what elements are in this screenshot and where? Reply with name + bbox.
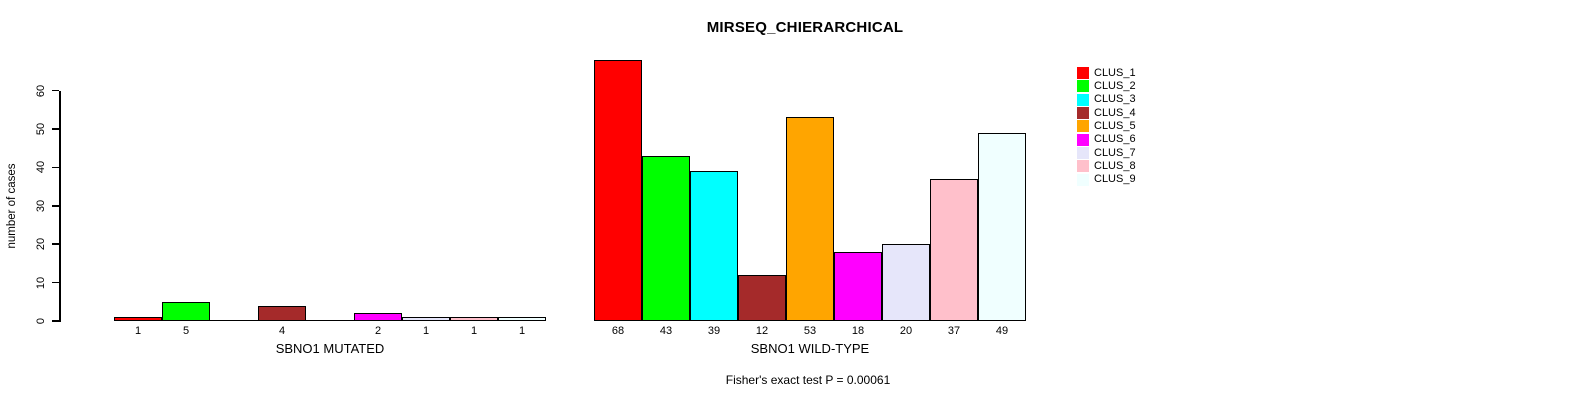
bar-value-label: 68 — [611, 325, 625, 337]
y-axis-line — [59, 90, 61, 322]
y-axis-tick — [52, 205, 59, 207]
y-axis-tick — [52, 281, 59, 284]
legend-swatch-clus_5 — [1077, 120, 1089, 133]
bar-value-label: 53 — [803, 325, 817, 337]
x-group-label-wildtype: SBNO1 WILD-TYPE — [750, 341, 870, 356]
y-axis-tick — [52, 243, 59, 245]
bar-value-label: 5 — [182, 325, 190, 337]
legend-label-clus_8: CLUS_8 — [1094, 159, 1136, 172]
y-axis-tick — [52, 89, 59, 92]
y-axis-tick — [52, 320, 59, 322]
bar-zero-baseline — [210, 319, 258, 321]
bar-value-label: 1 — [518, 325, 526, 337]
bar-clus_6-mutated — [354, 313, 402, 321]
bar-value-label: 1 — [422, 325, 430, 337]
legend-label-clus_5: CLUS_5 — [1094, 119, 1136, 132]
bar-clus_8-wildtype — [930, 179, 978, 321]
bar-value-label: 37 — [947, 325, 961, 337]
legend-label-clus_1: CLUS_1 — [1094, 66, 1136, 79]
bar-clus_9-mutated — [498, 317, 546, 321]
bar-clus_7-mutated — [402, 317, 450, 321]
legend-swatch-clus_8 — [1077, 160, 1089, 173]
legend-swatch-clus_4 — [1077, 107, 1089, 120]
legend-label-clus_6: CLUS_6 — [1094, 133, 1136, 146]
bar-clus_4-mutated — [258, 306, 306, 321]
legend-swatch-clus_3 — [1077, 93, 1089, 106]
bar-value-label: 49 — [995, 325, 1009, 337]
bar-value-label: 1 — [134, 325, 142, 337]
bar-value-label: 43 — [659, 325, 673, 337]
bar-value-label: 20 — [899, 325, 913, 337]
bar-clus_2-wildtype — [642, 156, 690, 321]
bar-value-label: 12 — [755, 325, 769, 337]
bar-value-label: 4 — [278, 325, 286, 337]
chart-title: MIRSEQ_CHIERARCHICAL — [706, 19, 904, 36]
legend-label-clus_7: CLUS_7 — [1094, 146, 1136, 159]
legend-label-clus_2: CLUS_2 — [1094, 79, 1136, 92]
bar-zero-baseline — [306, 319, 354, 321]
bar-clus_8-mutated — [450, 317, 498, 321]
bar-clus_1-mutated — [114, 317, 162, 321]
bar-clus_6-wildtype — [834, 252, 882, 321]
bar-clus_3-wildtype — [690, 171, 738, 321]
legend-label-clus_9: CLUS_9 — [1094, 173, 1136, 186]
bar-clus_9-wildtype — [978, 133, 1026, 321]
bar-clus_7-wildtype — [882, 244, 930, 321]
bar-clus_5-wildtype — [786, 117, 834, 321]
bar-value-label: 1 — [470, 325, 478, 337]
y-axis-tick — [52, 166, 59, 169]
legend-swatch-clus_9 — [1077, 173, 1089, 186]
legend-swatch-clus_6 — [1077, 133, 1089, 146]
y-axis-tick — [52, 128, 59, 130]
bar-value-label: 39 — [707, 325, 721, 337]
bar-value-label: 18 — [851, 325, 865, 337]
legend-swatch-clus_2 — [1077, 80, 1089, 93]
fisher-test-annotation: Fisher's exact test P = 0.00061 — [725, 373, 891, 387]
legend-swatch-clus_1 — [1077, 67, 1089, 79]
legend-label-clus_3: CLUS_3 — [1094, 93, 1136, 106]
legend-label-clus_4: CLUS_4 — [1094, 106, 1136, 119]
bar-clus_1-wildtype — [594, 60, 642, 321]
x-group-label-mutated: SBNO1 MUTATED — [275, 341, 385, 356]
legend-swatch-clus_7 — [1077, 147, 1089, 160]
bar-value-label: 2 — [374, 325, 382, 337]
bar-clus_4-wildtype — [738, 275, 786, 321]
bar-clus_2-mutated — [162, 302, 210, 321]
